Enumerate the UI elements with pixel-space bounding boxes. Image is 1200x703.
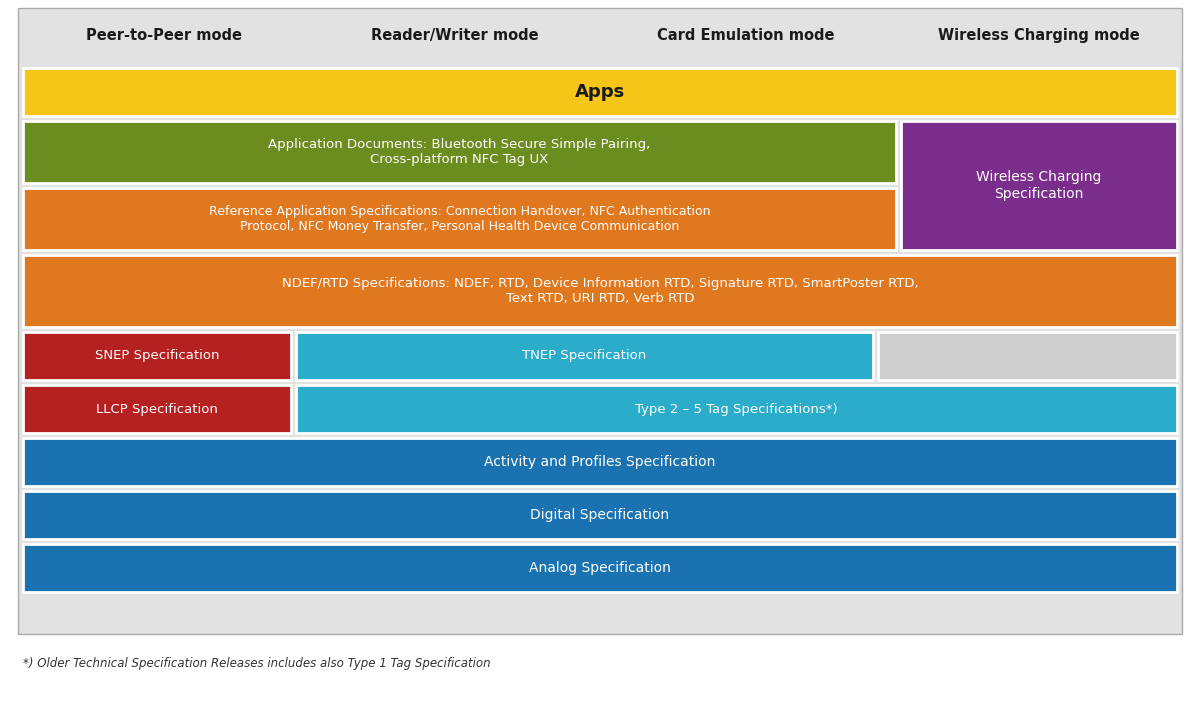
- Text: Card Emulation mode: Card Emulation mode: [656, 28, 834, 43]
- Text: Wireless Charging mode: Wireless Charging mode: [938, 28, 1140, 43]
- Text: Reader/Writer mode: Reader/Writer mode: [371, 28, 539, 43]
- Text: *) Older Technical Specification Releases includes also Type 1 Tag Specification: *) Older Technical Specification Release…: [23, 657, 491, 669]
- Bar: [23, 544, 1177, 592]
- Bar: [896, 13, 1182, 58]
- Text: TNEP Specification: TNEP Specification: [522, 349, 647, 363]
- Bar: [901, 121, 1177, 250]
- Bar: [23, 385, 292, 433]
- Text: Digital Specification: Digital Specification: [530, 508, 670, 522]
- Bar: [23, 68, 1177, 116]
- Bar: [23, 121, 896, 183]
- Text: Apps: Apps: [575, 83, 625, 101]
- Bar: [18, 8, 1182, 634]
- Bar: [314, 13, 595, 58]
- Text: Application Documents: Bluetooth Secure Simple Pairing,
Cross-platform NFC Tag U: Application Documents: Bluetooth Secure …: [269, 138, 650, 166]
- Text: Analog Specification: Analog Specification: [529, 561, 671, 575]
- Bar: [23, 491, 1177, 539]
- Text: Wireless Charging
Specification: Wireless Charging Specification: [977, 170, 1102, 200]
- Bar: [605, 13, 886, 58]
- Text: NDEF/RTD Specifications: NDEF, RTD, Device Information RTD, Signature RTD, Smart: NDEF/RTD Specifications: NDEF, RTD, Devi…: [282, 277, 918, 305]
- Bar: [23, 255, 1177, 327]
- Text: Reference Application Specifications: Connection Handover, NFC Authentication
Pr: Reference Application Specifications: Co…: [209, 205, 710, 233]
- Text: Peer-to-Peer mode: Peer-to-Peer mode: [85, 28, 241, 43]
- Bar: [296, 332, 874, 380]
- Bar: [23, 188, 896, 250]
- Bar: [23, 13, 304, 58]
- Text: Activity and Profiles Specification: Activity and Profiles Specification: [485, 455, 715, 469]
- Text: SNEP Specification: SNEP Specification: [95, 349, 220, 363]
- Bar: [296, 385, 1177, 433]
- Text: Type 2 – 5 Tag Specifications*): Type 2 – 5 Tag Specifications*): [635, 403, 838, 415]
- Bar: [23, 332, 292, 380]
- Bar: [878, 332, 1177, 380]
- Text: LLCP Specification: LLCP Specification: [96, 403, 218, 415]
- Bar: [23, 438, 1177, 486]
